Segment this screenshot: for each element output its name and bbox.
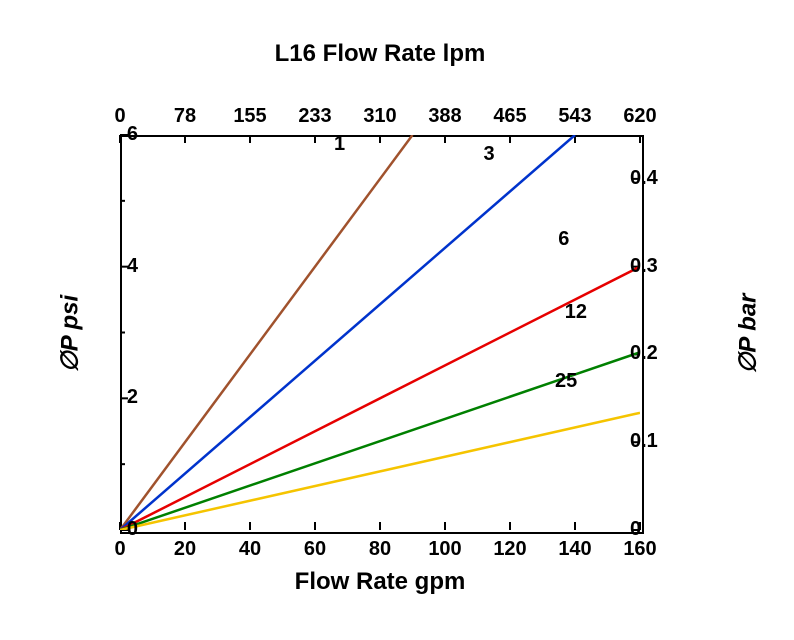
series-label-3: 3 — [484, 143, 495, 166]
y-left-tick: 6 — [38, 123, 138, 146]
y-left-tick: 2 — [38, 386, 138, 409]
y-left-tick: 4 — [38, 255, 138, 278]
y-right-tick: 0.1 — [630, 430, 730, 453]
y-right-tick: 0.4 — [630, 167, 730, 190]
chart-container: L16 Flow Rate lpm Flow Rate gpm ∅P psi ∅… — [0, 0, 794, 640]
y-right-tick: 0.2 — [630, 342, 730, 365]
series-label-6: 6 — [558, 228, 569, 251]
y-left-label: ∅P psi — [56, 273, 85, 393]
series-line-3 — [120, 135, 575, 530]
y-right-label: ∅P bar — [734, 273, 763, 393]
series-label-12: 12 — [565, 301, 587, 324]
y-left-tick: 0 — [38, 518, 138, 541]
series-line-1 — [120, 135, 413, 530]
x-top-tick: 620 — [590, 105, 690, 128]
y-right-tick: 0.3 — [630, 255, 730, 278]
series-line-6 — [120, 267, 640, 530]
series-label-25: 25 — [555, 370, 577, 393]
y-right-tick: 0 — [630, 518, 730, 541]
x-bottom-tick: 160 — [590, 538, 690, 561]
series-line-25 — [120, 413, 640, 530]
x-bottom-label: Flow Rate gpm — [120, 568, 640, 596]
series-label-1: 1 — [334, 133, 345, 156]
